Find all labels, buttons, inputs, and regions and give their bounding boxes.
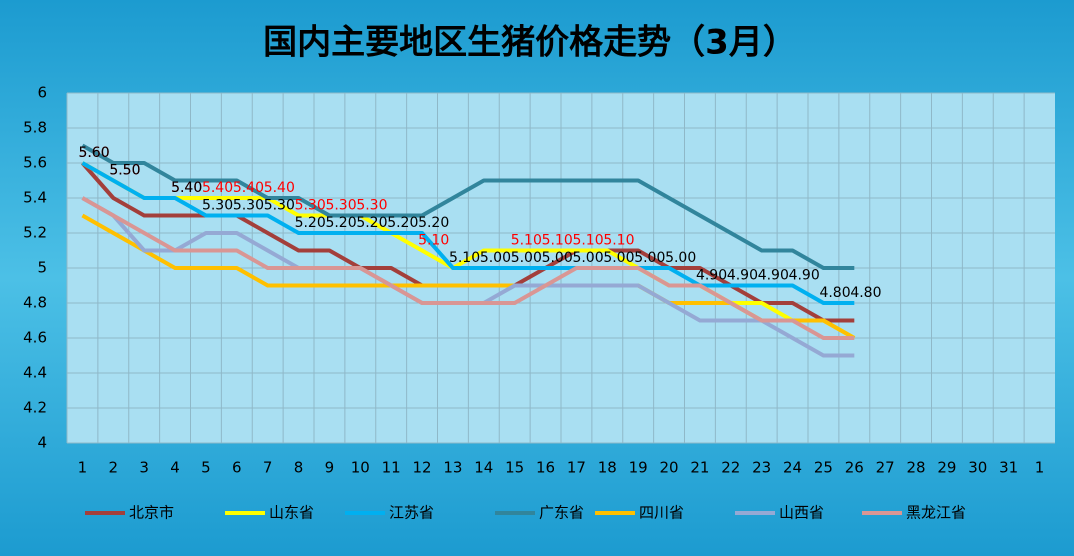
x-tick-label: 5 bbox=[201, 459, 211, 477]
x-tick-label: 6 bbox=[232, 459, 242, 477]
x-tick-label: 31 bbox=[999, 459, 1018, 477]
x-tick-label: 1 bbox=[78, 459, 88, 477]
data-label: 5.20 bbox=[356, 215, 387, 231]
legend-label: 山西省 bbox=[779, 504, 824, 522]
y-tick-label: 4.4 bbox=[23, 364, 47, 382]
data-label: 5.30 bbox=[233, 198, 264, 214]
data-label: 5.40 bbox=[202, 180, 233, 196]
data-label: 5.00 bbox=[480, 250, 511, 266]
x-tick-label: 10 bbox=[351, 459, 370, 477]
data-label: 5.10 bbox=[511, 233, 542, 249]
data-label: 5.20 bbox=[387, 215, 418, 231]
x-tick-label: 27 bbox=[876, 459, 895, 477]
y-tick-label: 5 bbox=[37, 259, 47, 277]
x-tick-label: 18 bbox=[598, 459, 617, 477]
data-label: 4.90 bbox=[696, 268, 727, 284]
data-label: 5.20 bbox=[295, 215, 326, 231]
data-label: 5.40 bbox=[233, 180, 264, 196]
data-label: 5.00 bbox=[542, 250, 573, 266]
data-label: 5.10 bbox=[449, 250, 480, 266]
x-tick-label: 8 bbox=[294, 459, 304, 477]
data-label: 5.30 bbox=[325, 198, 356, 214]
x-tick-label: 19 bbox=[629, 459, 648, 477]
x-tick-label: 11 bbox=[382, 459, 401, 477]
y-tick-label: 6 bbox=[37, 84, 47, 102]
legend-label: 北京市 bbox=[129, 504, 174, 522]
data-label: 5.10 bbox=[542, 233, 573, 249]
x-tick-label: 12 bbox=[413, 459, 432, 477]
data-label: 5.60 bbox=[78, 145, 109, 161]
x-tick-label: 9 bbox=[325, 459, 335, 477]
data-label: 5.40 bbox=[264, 180, 295, 196]
chart-title: 国内主要地区生猪价格走势（3月） bbox=[263, 23, 797, 63]
series-line bbox=[81, 213, 856, 340]
data-label: 5.20 bbox=[418, 215, 449, 231]
x-tick-label: 20 bbox=[660, 459, 679, 477]
data-label: 4.90 bbox=[727, 268, 758, 284]
y-tick-label: 4.2 bbox=[23, 399, 47, 417]
data-label: 5.00 bbox=[511, 250, 542, 266]
x-tick-label: 29 bbox=[937, 459, 956, 477]
x-tick-label: 2 bbox=[109, 459, 119, 477]
x-tick-label: 22 bbox=[721, 459, 740, 477]
x-tick-label: 23 bbox=[752, 459, 771, 477]
x-tick-label: 16 bbox=[536, 459, 555, 477]
data-label: 5.00 bbox=[634, 250, 665, 266]
data-label: 5.10 bbox=[418, 233, 449, 249]
data-label: 5.10 bbox=[572, 233, 603, 249]
series-line bbox=[81, 196, 855, 340]
data-label: 5.00 bbox=[603, 250, 634, 266]
x-tick-label: 26 bbox=[845, 459, 864, 477]
x-tick-label: 25 bbox=[814, 459, 833, 477]
data-label: 5.30 bbox=[295, 198, 326, 214]
x-tick-label: 14 bbox=[474, 459, 493, 477]
y-tick-label: 4.6 bbox=[23, 329, 47, 347]
x-tick-label: 17 bbox=[567, 459, 586, 477]
x-tick-label: 13 bbox=[443, 459, 462, 477]
data-label: 5.00 bbox=[665, 250, 696, 266]
x-tick-label: 1 bbox=[1035, 459, 1045, 477]
data-label: 5.00 bbox=[572, 250, 603, 266]
x-tick-label: 3 bbox=[139, 459, 149, 477]
legend-label: 四川省 bbox=[639, 504, 684, 522]
x-tick-label: 24 bbox=[783, 459, 802, 477]
legend-label: 山东省 bbox=[269, 504, 314, 522]
data-label: 4.80 bbox=[819, 285, 850, 301]
x-tick-label: 7 bbox=[263, 459, 273, 477]
data-label: 4.80 bbox=[850, 285, 881, 301]
series-line bbox=[81, 143, 855, 270]
x-tick-label: 28 bbox=[907, 459, 926, 477]
y-tick-label: 4.8 bbox=[23, 294, 47, 312]
legend-label: 黑龙江省 bbox=[906, 504, 966, 522]
x-tick-label: 21 bbox=[690, 459, 709, 477]
data-label: 5.40 bbox=[171, 180, 202, 196]
y-tick-label: 5.6 bbox=[23, 154, 47, 172]
series-line bbox=[81, 161, 855, 305]
x-tick-label: 4 bbox=[170, 459, 180, 477]
y-tick-label: 5.2 bbox=[23, 224, 47, 242]
y-tick-label: 4 bbox=[37, 434, 47, 452]
data-label: 5.30 bbox=[264, 198, 295, 214]
data-label: 5.30 bbox=[356, 198, 387, 214]
y-tick-label: 5.8 bbox=[23, 119, 47, 137]
legend-label: 江苏省 bbox=[389, 504, 434, 522]
data-label: 5.60 bbox=[78, 145, 109, 161]
y-tick-label: 5.4 bbox=[23, 189, 47, 207]
data-label: 5.10 bbox=[603, 233, 634, 249]
legend-label: 广东省 bbox=[539, 504, 584, 522]
data-label: 4.90 bbox=[789, 268, 820, 284]
x-tick-label: 15 bbox=[505, 459, 524, 477]
data-label: 5.30 bbox=[202, 198, 233, 214]
x-tick-label: 30 bbox=[968, 459, 987, 477]
data-label: 5.20 bbox=[325, 215, 356, 231]
data-label: 5.50 bbox=[109, 163, 140, 179]
data-label: 5.40 bbox=[171, 180, 202, 196]
data-label: 5.50 bbox=[109, 163, 140, 179]
data-label: 4.90 bbox=[758, 268, 789, 284]
